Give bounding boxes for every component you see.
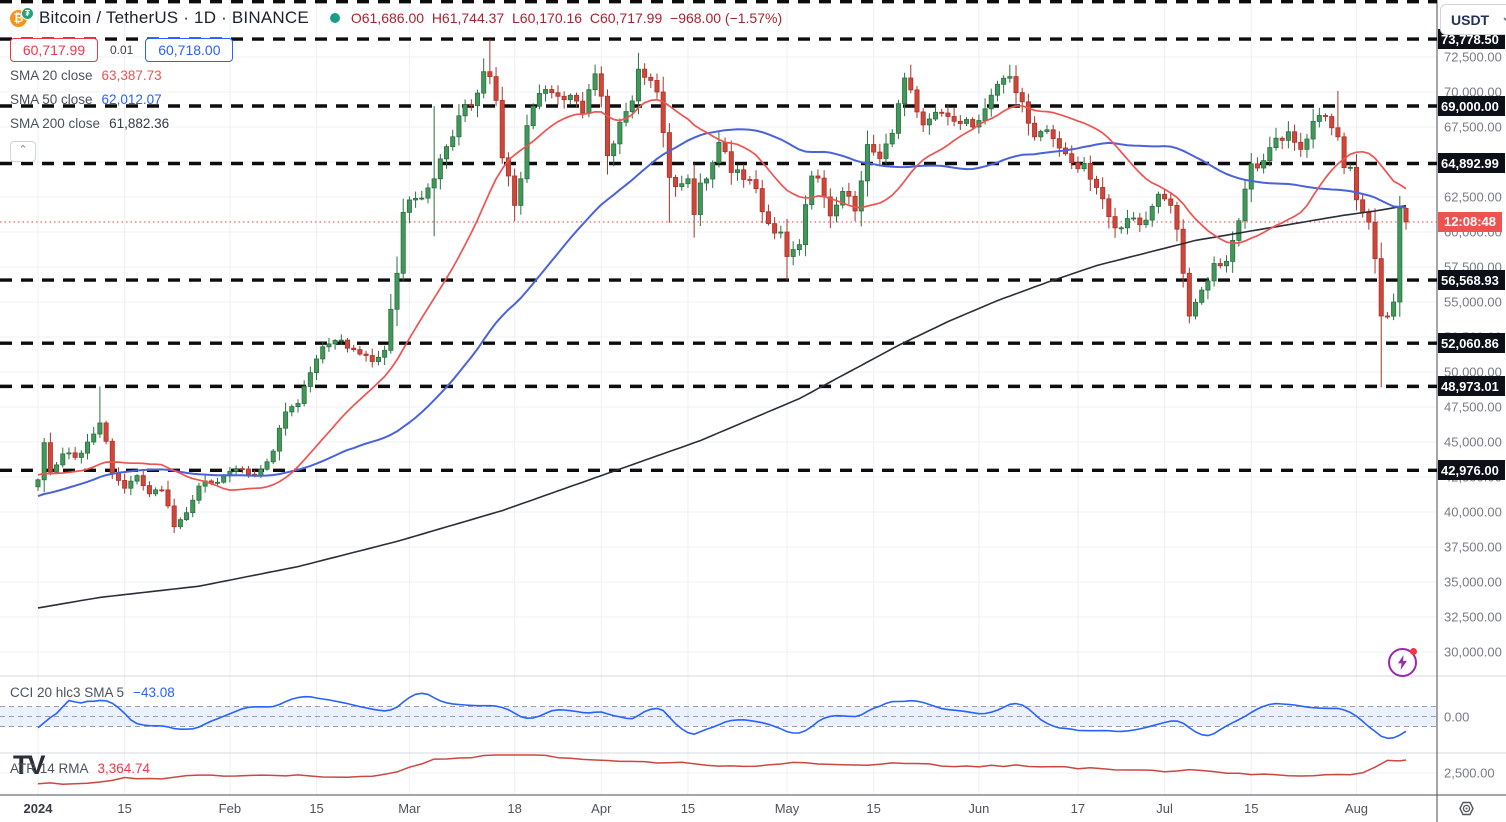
- price-tick-label: 67,500.00: [1444, 119, 1502, 135]
- bitcoin-tether-icon: ₿ ₮: [10, 7, 34, 29]
- chevron-up-icon: ⌃: [18, 144, 28, 156]
- bid-ask-row: 60,717.99 0.01 60,718.00: [10, 37, 782, 63]
- price-tick-label: 72,500.00: [1444, 49, 1502, 65]
- price-tick-label: 40,000.00: [1444, 504, 1502, 520]
- indicator-row-atr[interactable]: ATR 14 RMA 3,364.74: [10, 761, 150, 776]
- price-tick-label: 47,500.00: [1444, 399, 1502, 415]
- sma50-label: SMA 50 close: [10, 91, 93, 107]
- atr-tick-label: 2,500.00: [1444, 765, 1495, 781]
- chevron-down-icon: [1503, 16, 1506, 21]
- symbol-row[interactable]: ₿ ₮ Bitcoin / TetherUS · 1D · BINANCE O6…: [10, 6, 782, 30]
- time-tick-label: Jun: [968, 801, 990, 816]
- time-tick-label: 15: [866, 801, 881, 816]
- price-tick-label: 62,500.00: [1444, 189, 1502, 205]
- currency-selector-button[interactable]: USDT: [1440, 4, 1506, 35]
- sma20-value: 63,387.73: [101, 67, 162, 83]
- sma20-label: SMA 20 close: [10, 67, 93, 83]
- ohlc-values: O61,686.00 H61,744.37 L60,170.16 C60,717…: [350, 10, 783, 26]
- price-level-label: 42,976.00: [1438, 460, 1505, 481]
- price-tick-label: 30,000.00: [1444, 644, 1502, 660]
- time-tick-label: Apr: [591, 801, 612, 816]
- time-tick-label: Mar: [398, 801, 421, 816]
- lightning-button[interactable]: [1388, 648, 1417, 677]
- cci-zero-label: 0.00: [1444, 709, 1470, 724]
- sma200-value: 61,882.36: [109, 115, 170, 131]
- collapse-legend-button[interactable]: ⌃: [10, 141, 36, 162]
- time-tick-label: 15: [309, 801, 324, 816]
- buy-button[interactable]: 60,718.00: [145, 38, 234, 62]
- price-tick-label: 35,000.00: [1444, 574, 1502, 590]
- price-tick-label: 45,000.00: [1444, 434, 1502, 450]
- cci-value: −43.08: [133, 685, 175, 700]
- tether-icon: ₮: [21, 7, 34, 20]
- indicator-row-sma50[interactable]: SMA 50 close 62,012.07: [10, 87, 782, 111]
- time-tick-label: 2024: [23, 801, 53, 816]
- time-tick-label: 15: [680, 801, 696, 816]
- price-level-label: 64,892.99: [1438, 153, 1505, 174]
- price-level-label: 56,568.93: [1438, 270, 1505, 291]
- indicator-row-sma200[interactable]: SMA 200 close 61,882.36: [10, 111, 782, 135]
- price-level-label: 52,060.86: [1438, 333, 1505, 354]
- price-tick-label: 32,500.00: [1444, 609, 1502, 625]
- time-tick-label: Aug: [1344, 801, 1369, 816]
- symbol-title: Bitcoin / TetherUS · 1D · BINANCE: [39, 8, 309, 27]
- bar-countdown-label: 12:08:48: [1438, 211, 1502, 232]
- price-tick-label: 55,000.00: [1444, 294, 1502, 310]
- chart-legend: ₿ ₮ Bitcoin / TetherUS · 1D · BINANCE O6…: [10, 6, 782, 162]
- atr-value: 3,364.74: [97, 761, 151, 776]
- time-tick-label: Feb: [218, 801, 242, 816]
- time-tick-label: May: [774, 801, 800, 816]
- price-level-label: 69,000.00: [1438, 96, 1505, 116]
- price-level-label: 48,973.01: [1438, 376, 1505, 397]
- tradingview-logo-icon: TV: [13, 750, 45, 780]
- sma200-label: SMA 200 close: [10, 115, 101, 131]
- sell-button[interactable]: 60,717.99: [10, 38, 98, 62]
- market-status-icon: [329, 13, 340, 23]
- spread-value: 0.01: [110, 43, 134, 57]
- indicator-row-sma20[interactable]: SMA 20 close 63,387.73: [10, 63, 782, 87]
- lightning-bolt-icon: [1398, 655, 1407, 670]
- price-tick-label: 37,500.00: [1444, 539, 1502, 555]
- cci-label: CCI 20 hlc3 SMA 5: [10, 685, 125, 700]
- indicator-row-cci[interactable]: CCI 20 hlc3 SMA 5 −43.08: [10, 685, 175, 700]
- atr-label: ATR 14 RMA: [10, 761, 89, 776]
- time-tick-label: 17: [1070, 801, 1086, 816]
- time-tick-label: 15: [117, 801, 132, 816]
- price-tick-label: 50,000.00: [1444, 364, 1502, 380]
- time-axis-settings-icon[interactable]: [1458, 800, 1475, 822]
- time-tick-label: 15: [1244, 801, 1259, 816]
- time-tick-label: 18: [507, 801, 522, 816]
- currency-label: USDT: [1451, 11, 1490, 28]
- sma50-value: 62,012.07: [101, 91, 162, 107]
- time-tick-label: Jul: [1156, 801, 1173, 816]
- price-tick-label: 70,000.00: [1444, 84, 1502, 100]
- notification-dot: [1410, 648, 1417, 655]
